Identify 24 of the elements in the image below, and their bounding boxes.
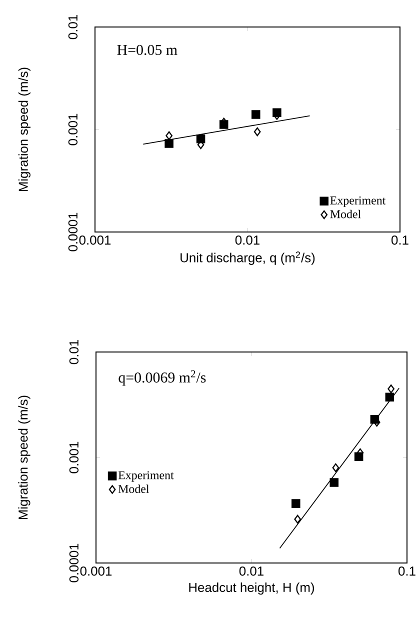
x-tick-label: 0.1 — [391, 236, 408, 245]
x-tick-label: 0.01 — [239, 566, 264, 576]
annotation: q=0.0069 m$^{2}$/s — [118, 370, 206, 386]
legend-label: Experiment — [330, 196, 386, 207]
legend-label: Experiment — [118, 471, 174, 482]
annotation: H=0.05 m — [117, 44, 178, 56]
y-tick-label: 0.0001 — [68, 212, 78, 252]
y-tick-label: 0.001 — [69, 442, 78, 474]
y-tick-label: 0.01 — [68, 15, 78, 40]
legend-label: Model — [118, 484, 149, 494]
y-tick-label: 0.0001 — [69, 544, 78, 582]
point — [165, 131, 172, 140]
y-axis-title: Migration speed (m/s) — [18, 396, 30, 520]
y-axis-title: Migration speed (m/s) — [18, 68, 30, 192]
point — [164, 139, 174, 148]
x-axis-title: Headcut height, H (m) — [189, 582, 314, 595]
x-tick-label: 0.001 — [80, 566, 112, 576]
x-tick-label: 0.1 — [398, 566, 416, 576]
x-tick-label: 0.001 — [79, 236, 110, 245]
y-tick-label: 0.01 — [69, 340, 78, 364]
x-tick-label: 0.01 — [235, 236, 260, 245]
x-axis-title: Unit discharge, q (m$^{2}$/s) — [180, 252, 314, 265]
y-tick-label: 0.001 — [68, 114, 78, 146]
legend-label: Model — [330, 210, 361, 218]
